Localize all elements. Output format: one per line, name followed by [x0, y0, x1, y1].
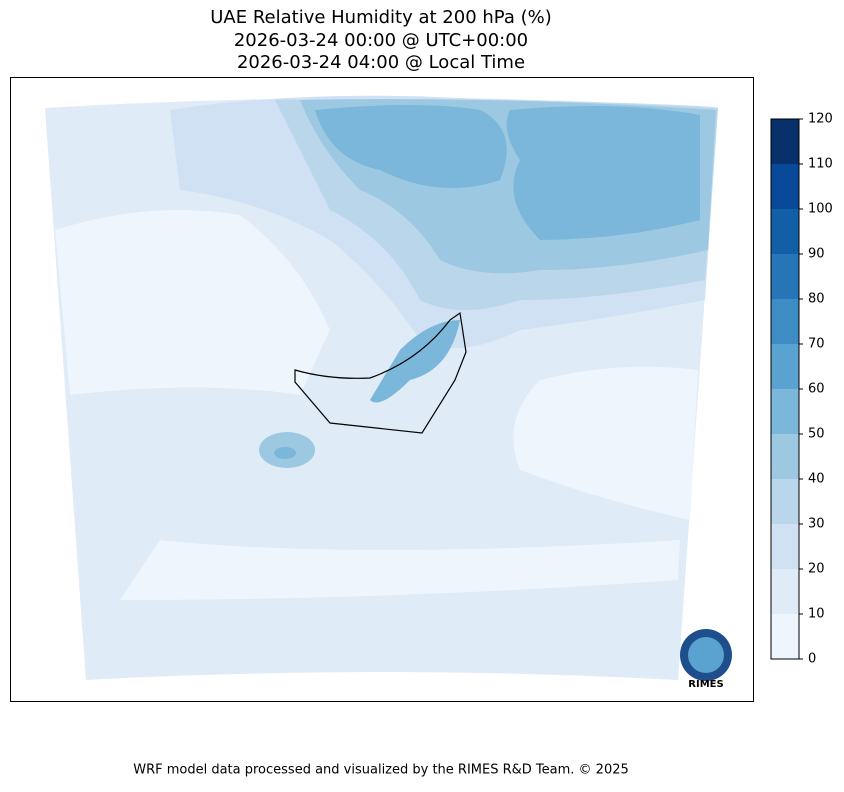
colorbar-tick-label: 30	[808, 517, 825, 532]
colorbar-tick-label: 90	[808, 247, 825, 262]
colorbar-tick-label: 100	[808, 202, 833, 217]
colorbar-bin	[771, 389, 799, 434]
logo-text: RIMES	[688, 679, 723, 690]
colorbar-bin	[771, 479, 799, 524]
colorbar-tick-label: 80	[808, 292, 825, 307]
title-line: 2026-03-24 04:00 @ Local Time	[237, 52, 525, 73]
colorbar-bin	[771, 434, 799, 479]
colorbar-bin	[771, 164, 799, 209]
colorbar-bin	[771, 254, 799, 299]
colorbar-tick-label: 60	[808, 382, 825, 397]
colorbar-tick-label: 20	[808, 562, 825, 577]
map-field	[45, 95, 719, 680]
colorbar-bin	[771, 119, 799, 164]
colorbar-tick-label: 0	[808, 652, 816, 667]
title-line: UAE Relative Humidity at 200 hPa (%)	[210, 7, 551, 28]
colorbar-bin	[771, 344, 799, 389]
colorbar-tick-label: 10	[808, 607, 825, 622]
colorbar-tick-label: 70	[808, 337, 825, 352]
colorbar-tick-label: 120	[808, 112, 833, 127]
title-line: 2026-03-24 00:00 @ UTC+00:00	[234, 30, 528, 51]
colorbar-bin	[771, 569, 799, 614]
colorbar-bin	[771, 209, 799, 254]
colorbar-tick-label: 50	[808, 427, 825, 442]
colorbar-bin	[771, 524, 799, 569]
colorbar-tick-label: 40	[808, 472, 825, 487]
footer: WRF model data processed and visualized …	[133, 763, 629, 778]
colorbar-bin	[771, 299, 799, 344]
colorbar-bin	[771, 614, 799, 659]
logo: RIMES	[680, 629, 732, 690]
colorbar-tick-label: 110	[808, 157, 833, 172]
